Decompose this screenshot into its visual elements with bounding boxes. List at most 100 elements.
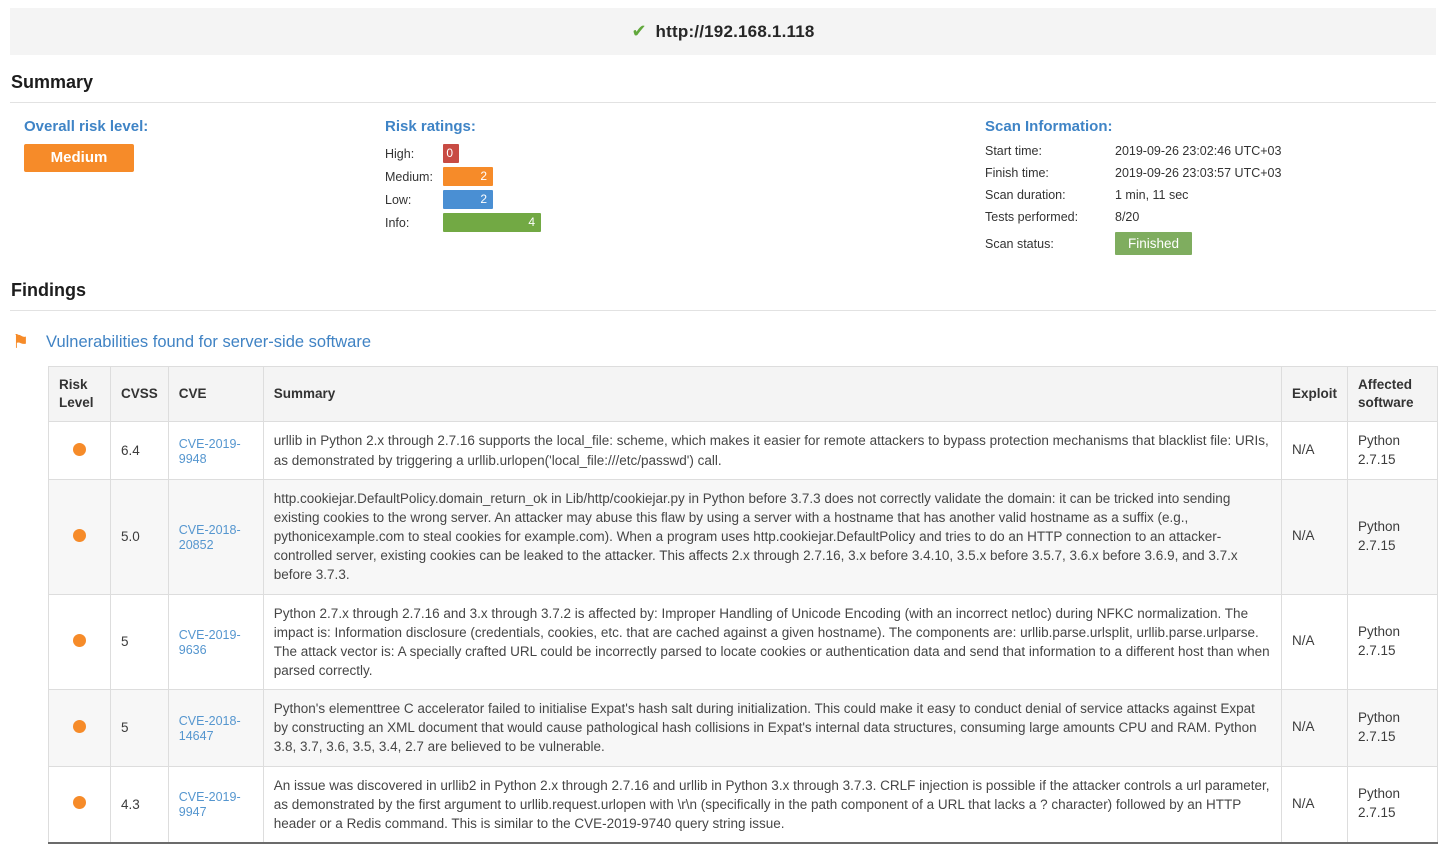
risk-rating-bar: 4 bbox=[443, 213, 541, 232]
cvss-cell: 6.4 bbox=[110, 421, 169, 480]
scan-info-label: Scan Information: bbox=[985, 118, 1113, 135]
risk-ratings-block: Risk ratings: High: 0 Medium: 2 Low: 2 I… bbox=[385, 118, 985, 263]
risk-level-cell bbox=[48, 689, 111, 767]
findings-subheading: ⚑ Vulnerabilities found for server-side … bbox=[12, 333, 1436, 352]
summary-divider bbox=[10, 102, 1436, 103]
cve-link[interactable]: CVE-2019-9636 bbox=[178, 627, 241, 657]
header-exploit: Exploit bbox=[1280, 365, 1349, 423]
cvss-cell: 5 bbox=[110, 689, 169, 767]
scan-info-row: Tests performed: 8/20 bbox=[985, 210, 1436, 224]
findings-table-body: 6.4 CVE-2019-9948 urllib in Python 2.x t… bbox=[48, 421, 1438, 844]
overall-risk-block: Overall risk level: Medium bbox=[24, 118, 385, 263]
cve-cell: CVE-2018-14647 bbox=[167, 689, 264, 767]
scan-info-row-value: 1 min, 11 sec bbox=[1115, 188, 1189, 202]
exploit-cell: N/A bbox=[1280, 689, 1349, 767]
affected-software-cell: Python 2.7.15 bbox=[1347, 593, 1438, 691]
table-row: 5 CVE-2018-14647 Python's elementtree C … bbox=[48, 689, 1438, 767]
check-icon: ✔ bbox=[631, 21, 647, 41]
risk-ratings-label: Risk ratings: bbox=[385, 118, 476, 135]
risk-rating-label: Medium: bbox=[385, 169, 433, 184]
risk-dot-icon bbox=[73, 796, 86, 810]
risk-rating-bar: 2 bbox=[443, 190, 493, 209]
header-affected-software: Affected software bbox=[1347, 365, 1438, 423]
report-page: ✔ http://192.168.1.118 Summary Overall r… bbox=[10, 8, 1438, 844]
risk-dot-icon bbox=[73, 633, 86, 647]
scan-info-row: Start time: 2019-09-26 23:02:46 UTC+03 bbox=[985, 144, 1436, 158]
scan-info-row-label: Scan status: bbox=[985, 236, 1054, 251]
affected-software-cell: Python 2.7.15 bbox=[1347, 689, 1438, 767]
findings-divider bbox=[10, 310, 1436, 311]
risk-rating-bar: 2 bbox=[443, 167, 493, 186]
scan-info-row-label: Scan duration: bbox=[985, 188, 1066, 202]
risk-dot-icon bbox=[73, 528, 86, 542]
cve-link[interactable]: CVE-2019-9948 bbox=[178, 436, 241, 466]
table-row: 6.4 CVE-2019-9948 urllib in Python 2.x t… bbox=[48, 421, 1438, 480]
risk-rating-row: Medium: 2 bbox=[385, 167, 985, 186]
summary-cell: Python's elementtree C accelerator faile… bbox=[262, 689, 1282, 767]
exploit-cell: N/A bbox=[1280, 765, 1349, 844]
header-risk-level: Risk Level bbox=[48, 365, 111, 423]
target-url-bar: ✔ http://192.168.1.118 bbox=[10, 8, 1436, 55]
affected-software-cell: Python 2.7.15 bbox=[1347, 421, 1438, 480]
risk-rating-label: Low: bbox=[385, 192, 412, 207]
cve-link[interactable]: CVE-2018-14647 bbox=[178, 713, 241, 743]
summary-cell: http.cookiejar.DefaultPolicy.domain_retu… bbox=[262, 478, 1282, 595]
exploit-cell: N/A bbox=[1280, 478, 1349, 595]
risk-ratings-chart: High: 0 Medium: 2 Low: 2 Info: 4 bbox=[385, 144, 985, 232]
table-row: 5.0 CVE-2018-20852 http.cookiejar.Defaul… bbox=[48, 478, 1438, 595]
cvss-cell: 4.3 bbox=[110, 765, 169, 844]
risk-rating-row: High: 0 bbox=[385, 144, 985, 163]
exploit-cell: N/A bbox=[1280, 421, 1349, 480]
overall-risk-badge: Medium bbox=[24, 144, 134, 172]
affected-software-cell: Python 2.7.15 bbox=[1347, 478, 1438, 595]
cvss-cell: 5.0 bbox=[110, 478, 169, 595]
scan-info-block: Scan Information: Start time: 2019-09-26… bbox=[985, 118, 1436, 263]
table-row: 5 CVE-2019-9636 Python 2.7.x through 2.7… bbox=[48, 593, 1438, 691]
summary-cell: urllib in Python 2.x through 2.7.16 supp… bbox=[262, 421, 1282, 480]
cvss-cell: 5 bbox=[110, 593, 169, 691]
risk-level-cell bbox=[48, 421, 111, 480]
risk-level-cell bbox=[48, 593, 111, 691]
summary-cell: Python 2.7.x through 2.7.16 and 3.x thro… bbox=[262, 593, 1282, 691]
scan-info-rows: Start time: 2019-09-26 23:02:46 UTC+03 F… bbox=[985, 144, 1436, 255]
header-cve: CVE bbox=[167, 365, 264, 423]
overall-risk-label: Overall risk level: bbox=[24, 118, 149, 135]
scan-info-row-label: Start time: bbox=[985, 144, 1042, 158]
table-header-row: Risk Level CVSS CVE Summary Exploit Affe… bbox=[48, 365, 1438, 423]
scan-info-row: Scan status: Finished bbox=[985, 232, 1436, 255]
table-row: 4.3 CVE-2019-9947 An issue was discovere… bbox=[48, 765, 1438, 844]
scan-info-row: Finish time: 2019-09-26 23:03:57 UTC+03 bbox=[985, 166, 1436, 180]
risk-rating-row: Low: 2 bbox=[385, 190, 985, 209]
findings-title: Findings bbox=[11, 280, 86, 300]
risk-rating-bar: 0 bbox=[443, 144, 459, 163]
summary-cell: An issue was discovered in urllib2 in Py… bbox=[262, 765, 1282, 844]
scan-status-badge: Finished bbox=[1115, 232, 1193, 255]
scan-info-row-value: 8/20 bbox=[1115, 210, 1140, 224]
risk-rating-label: High: bbox=[385, 146, 415, 161]
cve-cell: CVE-2019-9948 bbox=[167, 421, 264, 480]
summary-title: Summary bbox=[11, 72, 94, 92]
scan-info-row-value: 2019-09-26 23:02:46 UTC+03 bbox=[1115, 144, 1282, 158]
risk-level-cell bbox=[48, 478, 111, 595]
exploit-cell: N/A bbox=[1280, 593, 1349, 691]
risk-rating-row: Info: 4 bbox=[385, 213, 985, 232]
risk-rating-label: Info: bbox=[385, 215, 410, 230]
header-cvss: CVSS bbox=[110, 365, 169, 423]
scan-info-row-label: Finish time: bbox=[985, 166, 1049, 180]
cve-link[interactable]: CVE-2018-20852 bbox=[178, 522, 241, 552]
scan-info-row-label: Tests performed: bbox=[985, 210, 1079, 224]
risk-dot-icon bbox=[73, 442, 86, 456]
cve-cell: CVE-2019-9636 bbox=[167, 593, 264, 691]
cve-cell: CVE-2019-9947 bbox=[167, 765, 264, 844]
flag-icon: ⚑ bbox=[12, 332, 30, 353]
cve-cell: CVE-2018-20852 bbox=[167, 478, 264, 595]
risk-level-cell bbox=[48, 765, 111, 844]
affected-software-cell: Python 2.7.15 bbox=[1347, 765, 1438, 844]
risk-dot-icon bbox=[73, 719, 86, 733]
scan-info-row-value: 2019-09-26 23:03:57 UTC+03 bbox=[1115, 166, 1282, 180]
target-url: http://192.168.1.118 bbox=[655, 21, 815, 41]
header-summary: Summary bbox=[262, 365, 1282, 423]
cve-link[interactable]: CVE-2019-9947 bbox=[178, 790, 241, 820]
findings-subtitle: Vulnerabilities found for server-side so… bbox=[46, 333, 372, 351]
scan-info-row: Scan duration: 1 min, 11 sec bbox=[985, 188, 1436, 202]
